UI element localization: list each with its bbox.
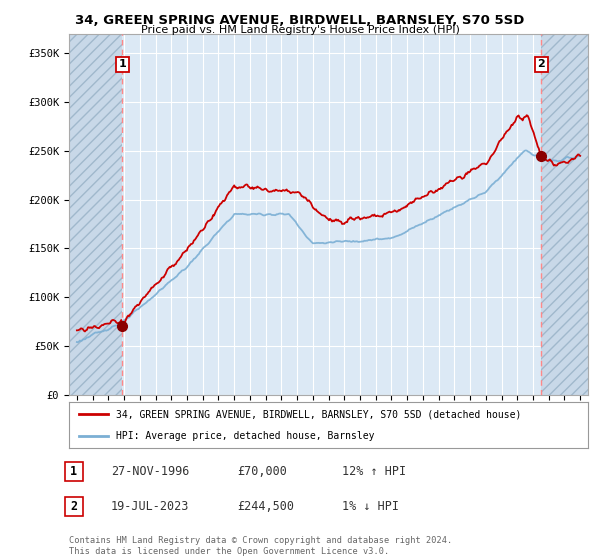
Text: 2: 2 (70, 500, 77, 514)
Text: 19-JUL-2023: 19-JUL-2023 (111, 500, 190, 514)
Text: 2: 2 (538, 59, 545, 69)
Text: 34, GREEN SPRING AVENUE, BIRDWELL, BARNSLEY, S70 5SD: 34, GREEN SPRING AVENUE, BIRDWELL, BARNS… (76, 14, 524, 27)
Text: £244,500: £244,500 (237, 500, 294, 514)
Text: 27-NOV-1996: 27-NOV-1996 (111, 465, 190, 478)
Text: 34, GREEN SPRING AVENUE, BIRDWELL, BARNSLEY, S70 5SD (detached house): 34, GREEN SPRING AVENUE, BIRDWELL, BARNS… (116, 409, 521, 419)
Text: HPI: Average price, detached house, Barnsley: HPI: Average price, detached house, Barn… (116, 431, 374, 441)
Bar (541, 34, 588, 395)
Text: 1: 1 (119, 59, 127, 69)
Text: Contains HM Land Registry data © Crown copyright and database right 2024.
This d: Contains HM Land Registry data © Crown c… (69, 536, 452, 556)
Text: 1: 1 (70, 465, 77, 478)
Text: 1% ↓ HPI: 1% ↓ HPI (342, 500, 399, 514)
Text: Price paid vs. HM Land Registry's House Price Index (HPI): Price paid vs. HM Land Registry's House … (140, 25, 460, 35)
Text: £70,000: £70,000 (237, 465, 287, 478)
Text: 12% ↑ HPI: 12% ↑ HPI (342, 465, 406, 478)
Bar (69, 34, 122, 395)
